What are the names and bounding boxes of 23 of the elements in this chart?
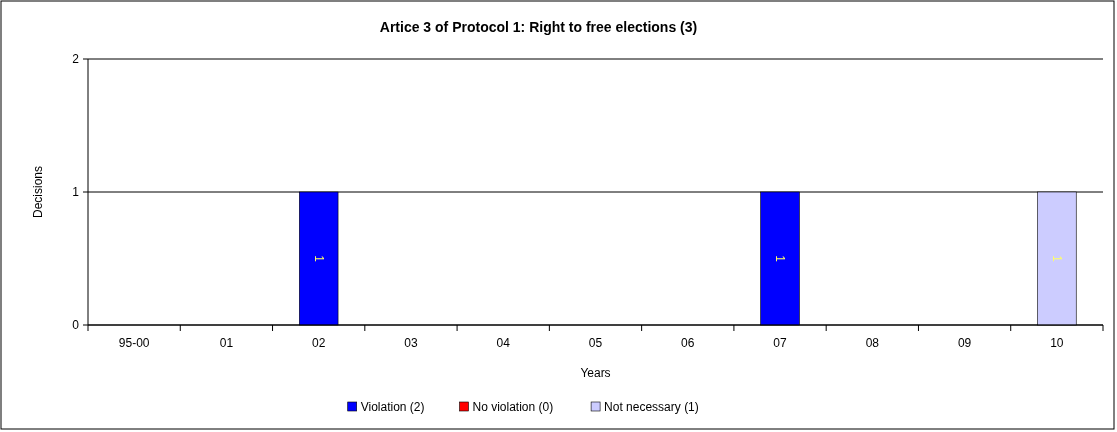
y-tick-label: 1 <box>72 185 80 199</box>
x-tick-label: 04 <box>496 336 511 350</box>
data-label: 1 <box>311 255 326 263</box>
x-axis-title: Years <box>580 366 611 380</box>
legend-label: Not necessary (1) <box>604 400 699 414</box>
x-tick-label: 08 <box>865 336 880 350</box>
y-tick-label: 0 <box>72 318 80 332</box>
x-tick-label: 05 <box>588 336 603 350</box>
x-tick-label: 01 <box>219 336 234 350</box>
x-tick-label: 10 <box>1050 336 1064 350</box>
x-tick-label: 09 <box>957 336 972 350</box>
data-label: 1 <box>773 255 788 263</box>
chart-title: Artice 3 of Protocol 1: Right to free elections (3) <box>379 19 698 35</box>
x-tick-label: 03 <box>404 336 418 350</box>
legend-label: Violation (2) <box>360 400 425 414</box>
data-label: 1 <box>1049 255 1064 263</box>
x-tick-label: 07 <box>773 336 788 350</box>
y-axis-title: Decisions <box>31 165 45 219</box>
x-tick-label: 06 <box>681 336 695 350</box>
y-tick-label: 2 <box>72 52 80 66</box>
x-tick-label: 95-00 <box>118 336 150 350</box>
legend-label: No violation (0) <box>472 400 554 414</box>
x-tick-label: 02 <box>312 336 326 350</box>
